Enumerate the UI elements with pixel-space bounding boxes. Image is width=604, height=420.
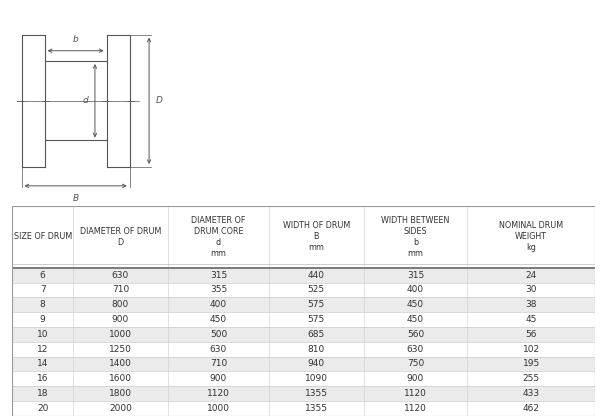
Text: d: d [216,238,221,247]
Text: NOMINAL DRUM: NOMINAL DRUM [499,221,563,230]
Text: 355: 355 [210,286,227,294]
Text: 560: 560 [407,330,424,339]
Text: mm: mm [210,249,226,257]
Bar [12,327,595,342]
Text: 18: 18 [37,389,48,398]
Text: 1120: 1120 [207,389,230,398]
Text: DRUM CORE: DRUM CORE [194,227,243,236]
Bar [12,386,595,401]
Text: 750: 750 [407,360,424,368]
Text: b: b [413,238,418,247]
Text: SIDES: SIDES [403,227,427,236]
Text: SIZE OF DRUM: SIZE OF DRUM [13,232,72,241]
Text: D: D [156,96,162,105]
Text: 1090: 1090 [305,374,328,383]
Text: 1000: 1000 [109,330,132,339]
Text: 14: 14 [37,360,48,368]
Text: 24: 24 [525,270,537,280]
Text: 710: 710 [210,360,227,368]
Text: 12: 12 [37,345,48,354]
Text: 102: 102 [522,345,540,354]
Text: 575: 575 [307,315,325,324]
Text: 1120: 1120 [404,389,427,398]
Text: 1120: 1120 [404,404,427,413]
Text: 30: 30 [525,286,537,294]
Text: 56: 56 [525,330,537,339]
Text: 462: 462 [522,404,539,413]
Text: 315: 315 [407,270,424,280]
Text: 8: 8 [40,300,45,309]
Text: 195: 195 [522,360,540,368]
Text: B: B [72,194,79,203]
Text: 433: 433 [522,389,540,398]
Text: D: D [117,238,124,247]
Text: 9: 9 [40,315,45,324]
Text: 255: 255 [522,374,540,383]
Text: 38: 38 [525,300,537,309]
Text: 2000: 2000 [109,404,132,413]
Text: 1000: 1000 [207,404,230,413]
Text: 6: 6 [40,270,45,280]
Text: b: b [72,35,79,44]
Text: 440: 440 [308,270,325,280]
Text: 500: 500 [210,330,227,339]
Text: 630: 630 [407,345,424,354]
Text: B: B [313,232,319,241]
Text: 1355: 1355 [305,404,328,413]
Text: WEIGHT: WEIGHT [515,232,547,241]
Bar [12,297,595,312]
Text: mm: mm [408,249,423,257]
Text: 7: 7 [40,286,45,294]
Text: 630: 630 [112,270,129,280]
Text: 1800: 1800 [109,389,132,398]
Text: 525: 525 [308,286,325,294]
Bar [12,357,595,371]
Bar [12,401,595,416]
Text: 710: 710 [112,286,129,294]
Text: 16: 16 [37,374,48,383]
Text: 400: 400 [407,286,424,294]
Text: WIDTH BETWEEN: WIDTH BETWEEN [381,216,449,225]
Text: mm: mm [308,243,324,252]
Text: 685: 685 [307,330,325,339]
Text: 810: 810 [307,345,325,354]
Text: DIAMETER OF DRUM: DIAMETER OF DRUM [80,227,161,236]
Bar [12,342,595,357]
Text: 1355: 1355 [305,389,328,398]
Text: 630: 630 [210,345,227,354]
Text: 575: 575 [307,300,325,309]
Text: DIAMETER OF: DIAMETER OF [191,216,246,225]
Text: 1250: 1250 [109,345,132,354]
Text: 800: 800 [112,300,129,309]
Text: 1600: 1600 [109,374,132,383]
Text: 450: 450 [407,300,424,309]
Text: 1400: 1400 [109,360,132,368]
Text: 900: 900 [210,374,227,383]
Bar [12,268,595,283]
Text: 10: 10 [37,330,48,339]
Text: kg: kg [526,243,536,252]
Text: 315: 315 [210,270,227,280]
Text: 20: 20 [37,404,48,413]
Text: 450: 450 [407,315,424,324]
Text: d: d [82,96,88,105]
Text: 900: 900 [407,374,424,383]
Bar [12,312,595,327]
Text: 940: 940 [308,360,325,368]
Bar [12,283,595,297]
Text: 450: 450 [210,315,227,324]
Text: 45: 45 [525,315,537,324]
Text: 400: 400 [210,300,227,309]
Text: 900: 900 [112,315,129,324]
Text: WIDTH OF DRUM: WIDTH OF DRUM [283,221,350,230]
Bar [12,371,595,386]
